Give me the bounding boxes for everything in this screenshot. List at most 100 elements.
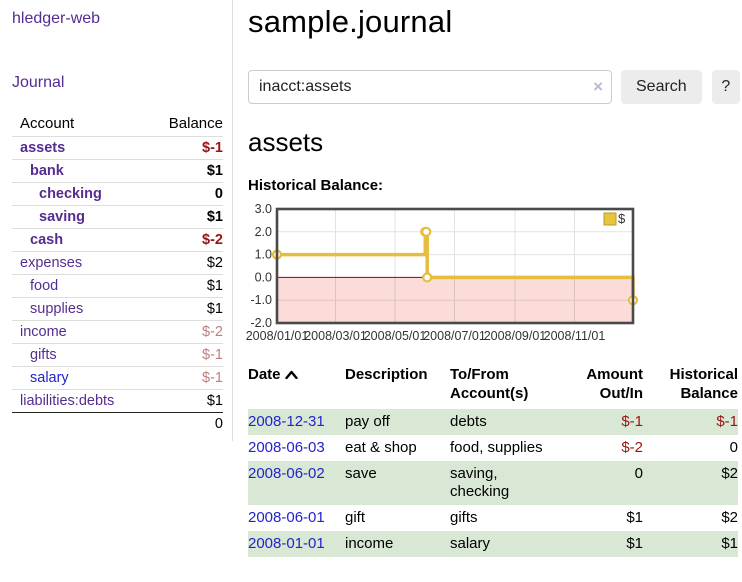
- chart-canvas: $3.0 2.0 1.0 0.0 -1.0 -2.02008/01/012008/03/0…: [246, 202, 639, 343]
- register-row: 2008-06-02 save saving, checking 0 $2: [248, 461, 738, 505]
- register-row: 2008-06-03 eat & shop food, supplies $-2…: [248, 435, 738, 461]
- accounts-table: Account Balance assets $-1 bank $1 check…: [12, 112, 223, 435]
- transaction-accounts: salary: [450, 535, 491, 552]
- date-header-label: Date: [248, 366, 281, 383]
- historical-balance-chart: $3.0 2.0 1.0 0.0 -1.0 -2.0 2008/01/01 2008/03/0…: [246, 202, 740, 347]
- transaction-balance: $2: [721, 465, 738, 482]
- transaction-amount: $-1: [621, 413, 643, 430]
- transaction-description: pay off: [345, 413, 390, 430]
- transaction-date-link[interactable]: 2008-06-02: [248, 465, 325, 482]
- account-row-income: income $-2: [12, 320, 223, 344]
- account-link-bank[interactable]: bank: [12, 159, 144, 183]
- transaction-balance: $1: [721, 535, 738, 552]
- account-row-salary: salary $-1: [12, 366, 223, 390]
- account-link-salary[interactable]: salary: [12, 366, 144, 390]
- svg-text:2008/07/01: 2008/07/01: [423, 329, 486, 343]
- column-header-amount: Amount Out/In: [565, 363, 643, 409]
- account-balance: $-1: [143, 366, 223, 390]
- chart-title: Historical Balance:: [248, 177, 384, 194]
- search-form: × Search ?: [248, 70, 740, 104]
- transaction-date-link[interactable]: 2008-06-01: [248, 509, 325, 526]
- account-link-gifts[interactable]: gifts: [12, 343, 144, 367]
- transaction-accounts: food, supplies: [450, 439, 543, 456]
- sidebar-item-journal[interactable]: Journal: [12, 74, 65, 91]
- amount-header-line2: Out/In: [599, 385, 643, 402]
- transaction-date-link[interactable]: 2008-01-01: [248, 535, 325, 552]
- account-link-income[interactable]: income: [12, 320, 144, 344]
- account-row-checking: checking 0: [12, 182, 223, 206]
- account-link-expenses[interactable]: expenses: [12, 251, 144, 275]
- transaction-amount: $-2: [621, 439, 643, 456]
- accounts-header-line1: To/From: [450, 366, 509, 383]
- svg-text:2008/05/01: 2008/05/01: [364, 329, 427, 343]
- account-link-liabilities-debts[interactable]: liabilities:debts: [12, 389, 144, 413]
- column-header-description: Description: [345, 366, 428, 383]
- transaction-amount: $1: [626, 535, 643, 552]
- account-balance: $2: [143, 251, 223, 275]
- account-link-checking[interactable]: checking: [12, 182, 144, 206]
- transaction-date-link[interactable]: 2008-06-03: [248, 439, 325, 456]
- balance-header-line1: Historical: [669, 366, 738, 383]
- account-balance: $1: [143, 297, 223, 321]
- column-header-accounts: To/From Account(s): [450, 363, 565, 409]
- account-balance: $-1: [143, 343, 223, 367]
- account-row-food: food $1: [12, 274, 223, 298]
- register-table: Date Description To/From Account(s) Amou…: [248, 363, 738, 557]
- account-balance: $-2: [143, 228, 223, 252]
- register-row: 2008-01-01 income salary $1 $1: [248, 531, 738, 557]
- register-row: 2008-06-01 gift gifts $1 $2: [248, 505, 738, 531]
- transaction-description: save: [345, 465, 377, 482]
- account-link-supplies[interactable]: supplies: [12, 297, 144, 321]
- transaction-accounts: debts: [450, 413, 487, 430]
- svg-text:$: $: [618, 211, 626, 226]
- account-balance: 0: [143, 182, 223, 206]
- svg-text:0.0: 0.0: [255, 270, 272, 284]
- transaction-date-link[interactable]: 2008-12-31: [248, 413, 325, 430]
- transaction-balance: $-1: [716, 413, 738, 430]
- account-balance: $1: [143, 389, 223, 413]
- transaction-description: income: [345, 535, 394, 552]
- app-title-link[interactable]: hledger-web: [12, 10, 101, 27]
- page-title: sample.journal: [248, 4, 453, 39]
- account-balance: $-2: [143, 320, 223, 344]
- svg-text:-1.0: -1.0: [250, 293, 272, 307]
- accounts-total-spacer: [12, 412, 144, 435]
- search-button[interactable]: Search: [621, 70, 702, 104]
- account-heading: assets: [248, 127, 324, 157]
- account-link-cash[interactable]: cash: [12, 228, 144, 252]
- transaction-accounts: gifts: [450, 509, 478, 526]
- accounts-header-account: Account: [20, 115, 75, 132]
- accounts-total-balance: 0: [143, 412, 223, 435]
- account-row-saving: saving $1: [12, 205, 223, 229]
- svg-text:2008/03/01: 2008/03/01: [304, 329, 367, 343]
- account-row-cash: cash $-2: [12, 228, 223, 252]
- search-input-wrap: ×: [248, 70, 612, 104]
- account-row-supplies: supplies $1: [12, 297, 223, 321]
- svg-text:2008/11/01: 2008/11/01: [544, 329, 606, 343]
- amount-header-line1: Amount: [586, 366, 643, 383]
- account-link-saving[interactable]: saving: [12, 205, 144, 229]
- account-row-bank: bank $1: [12, 159, 223, 183]
- register-header-row: Date Description To/From Account(s) Amou…: [248, 363, 738, 409]
- clear-search-icon[interactable]: ×: [593, 77, 603, 96]
- sidebar: hledger-web Journal Account Balance asse…: [0, 0, 233, 441]
- main-content: sample.journal × Search ? assets Histori…: [246, 0, 740, 557]
- help-button[interactable]: ?: [711, 70, 740, 104]
- search-input[interactable]: [248, 70, 612, 104]
- account-balance: $1: [143, 205, 223, 229]
- account-balance: $-1: [143, 136, 223, 160]
- svg-text:3.0: 3.0: [255, 202, 272, 216]
- transaction-amount: $1: [626, 509, 643, 526]
- account-balance: $1: [143, 159, 223, 183]
- transaction-balance: 0: [729, 439, 738, 456]
- transaction-accounts: saving, checking: [450, 465, 510, 500]
- svg-text:2.0: 2.0: [255, 225, 272, 239]
- account-row-expenses: expenses $2: [12, 251, 223, 275]
- svg-text:1.0: 1.0: [255, 248, 272, 262]
- accounts-header-balance: Balance: [168, 115, 223, 132]
- column-header-date[interactable]: Date: [248, 363, 345, 409]
- accounts-total-row: 0: [12, 412, 223, 435]
- account-link-food[interactable]: food: [12, 274, 144, 298]
- account-link-assets[interactable]: assets: [12, 136, 144, 160]
- balance-header-line2: Balance: [680, 385, 738, 402]
